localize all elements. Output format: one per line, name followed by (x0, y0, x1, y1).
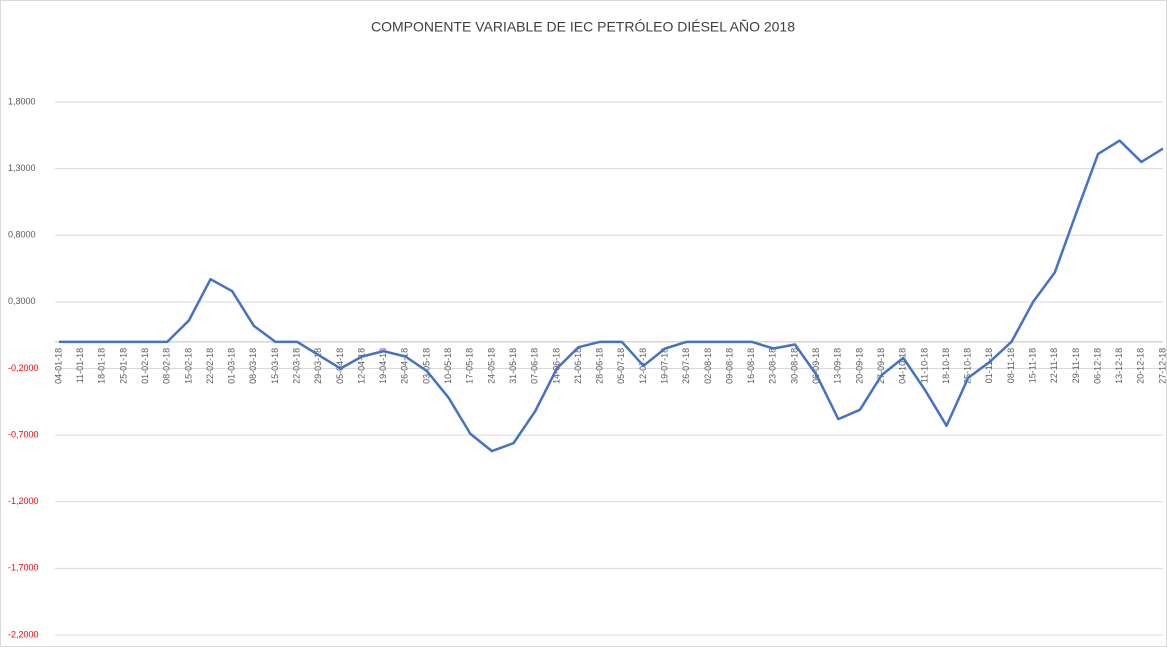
data-line (59, 139, 1164, 453)
x-tick-label: 12-04-18 (356, 348, 366, 384)
x-tick-label: 11-01-18 (75, 348, 85, 383)
x-tick-label: 16-08-18 (746, 348, 756, 384)
x-tick-label: 06-09-18 (811, 348, 821, 384)
x-tick-label: 13-09-18 (833, 348, 843, 384)
x-tick-label: 15-03-18 (270, 348, 280, 384)
x-tick-label: 31-05-18 (508, 348, 518, 384)
x-tick-label: 15-02-18 (183, 348, 193, 384)
y-tick-label: 0,8000 (8, 230, 36, 240)
y-tick-label: 1,3000 (8, 163, 36, 173)
x-tick-label: 27-12-18 (1157, 348, 1167, 384)
x-tick-label: 25-10-18 (963, 348, 973, 384)
x-tick-label: 24-05-18 (486, 348, 496, 384)
x-tick-label: 04-10-18 (898, 348, 908, 384)
x-tick-label: 14-06-18 (551, 348, 561, 384)
x-tick-label: 29-03-18 (313, 348, 323, 384)
chart-title: COMPONENTE VARIABLE DE IEC PETRÓLEO DIÉS… (371, 19, 795, 35)
x-tick-label: 19-04-18 (378, 348, 388, 384)
y-tick-label: -2,2000 (8, 629, 39, 639)
y-tick-label: -0,7000 (8, 429, 39, 439)
x-tick-label: 03-05-18 (421, 348, 431, 384)
x-tick-label: 01-11-18 (984, 348, 994, 383)
x-tick-label: 27-09-18 (876, 348, 886, 384)
x-tick-label: 21-06-18 (573, 348, 583, 384)
x-tick-label: 04-01-18 (53, 348, 63, 384)
x-tick-label: 08-02-18 (162, 348, 172, 384)
x-tick-label: 25-01-18 (118, 348, 128, 384)
x-tick-label: 08-03-18 (248, 348, 258, 384)
y-tick-label: -1,7000 (8, 563, 39, 573)
x-tick-label: 09-08-18 (724, 348, 734, 384)
x-tick-label: 11-10-18 (919, 348, 929, 383)
x-tick-label: 26-04-18 (400, 348, 410, 384)
x-tick-label: 22-02-18 (205, 348, 215, 384)
x-tick-label: 17-05-18 (465, 348, 475, 384)
x-tick-label: 01-03-18 (227, 348, 237, 384)
x-tick-label: 10-05-18 (443, 348, 453, 384)
x-tick-label: 15-11-18 (1027, 348, 1037, 383)
x-tick-label: 26-07-18 (681, 348, 691, 384)
x-tick-label: 02-08-18 (703, 348, 713, 384)
x-tick-label: 20-12-18 (1136, 348, 1146, 384)
x-tick-label: 23-08-18 (768, 348, 778, 384)
x-tick-label: 29-11-18 (1071, 348, 1081, 383)
x-tick-label: 07-06-18 (530, 348, 540, 384)
x-tick-label: 20-09-18 (854, 348, 864, 384)
y-tick-label: 0,3000 (8, 296, 36, 306)
x-tick-label: 18-01-18 (97, 348, 107, 384)
y-tick-label: -1,2000 (8, 496, 39, 506)
x-tick-label: 18-10-18 (941, 348, 951, 384)
x-tick-label: 05-07-18 (616, 348, 626, 384)
y-tick-label: 1,8000 (8, 96, 36, 106)
x-tick-label: 13-12-18 (1114, 348, 1124, 384)
x-tick-label: 08-11-18 (1006, 348, 1016, 383)
x-tick-label: 05-04-18 (335, 348, 345, 384)
x-tick-label: 19-07-18 (659, 348, 669, 384)
x-tick-label: 28-06-18 (595, 348, 605, 384)
x-tick-label: 22-03-18 (291, 348, 301, 384)
x-tick-label: 22-11-18 (1049, 348, 1059, 383)
y-tick-label: -0,2000 (8, 363, 39, 373)
x-tick-label: 06-12-18 (1092, 348, 1102, 384)
x-tick-label: 30-08-18 (789, 348, 799, 384)
x-tick-label: 01-02-18 (140, 348, 150, 384)
